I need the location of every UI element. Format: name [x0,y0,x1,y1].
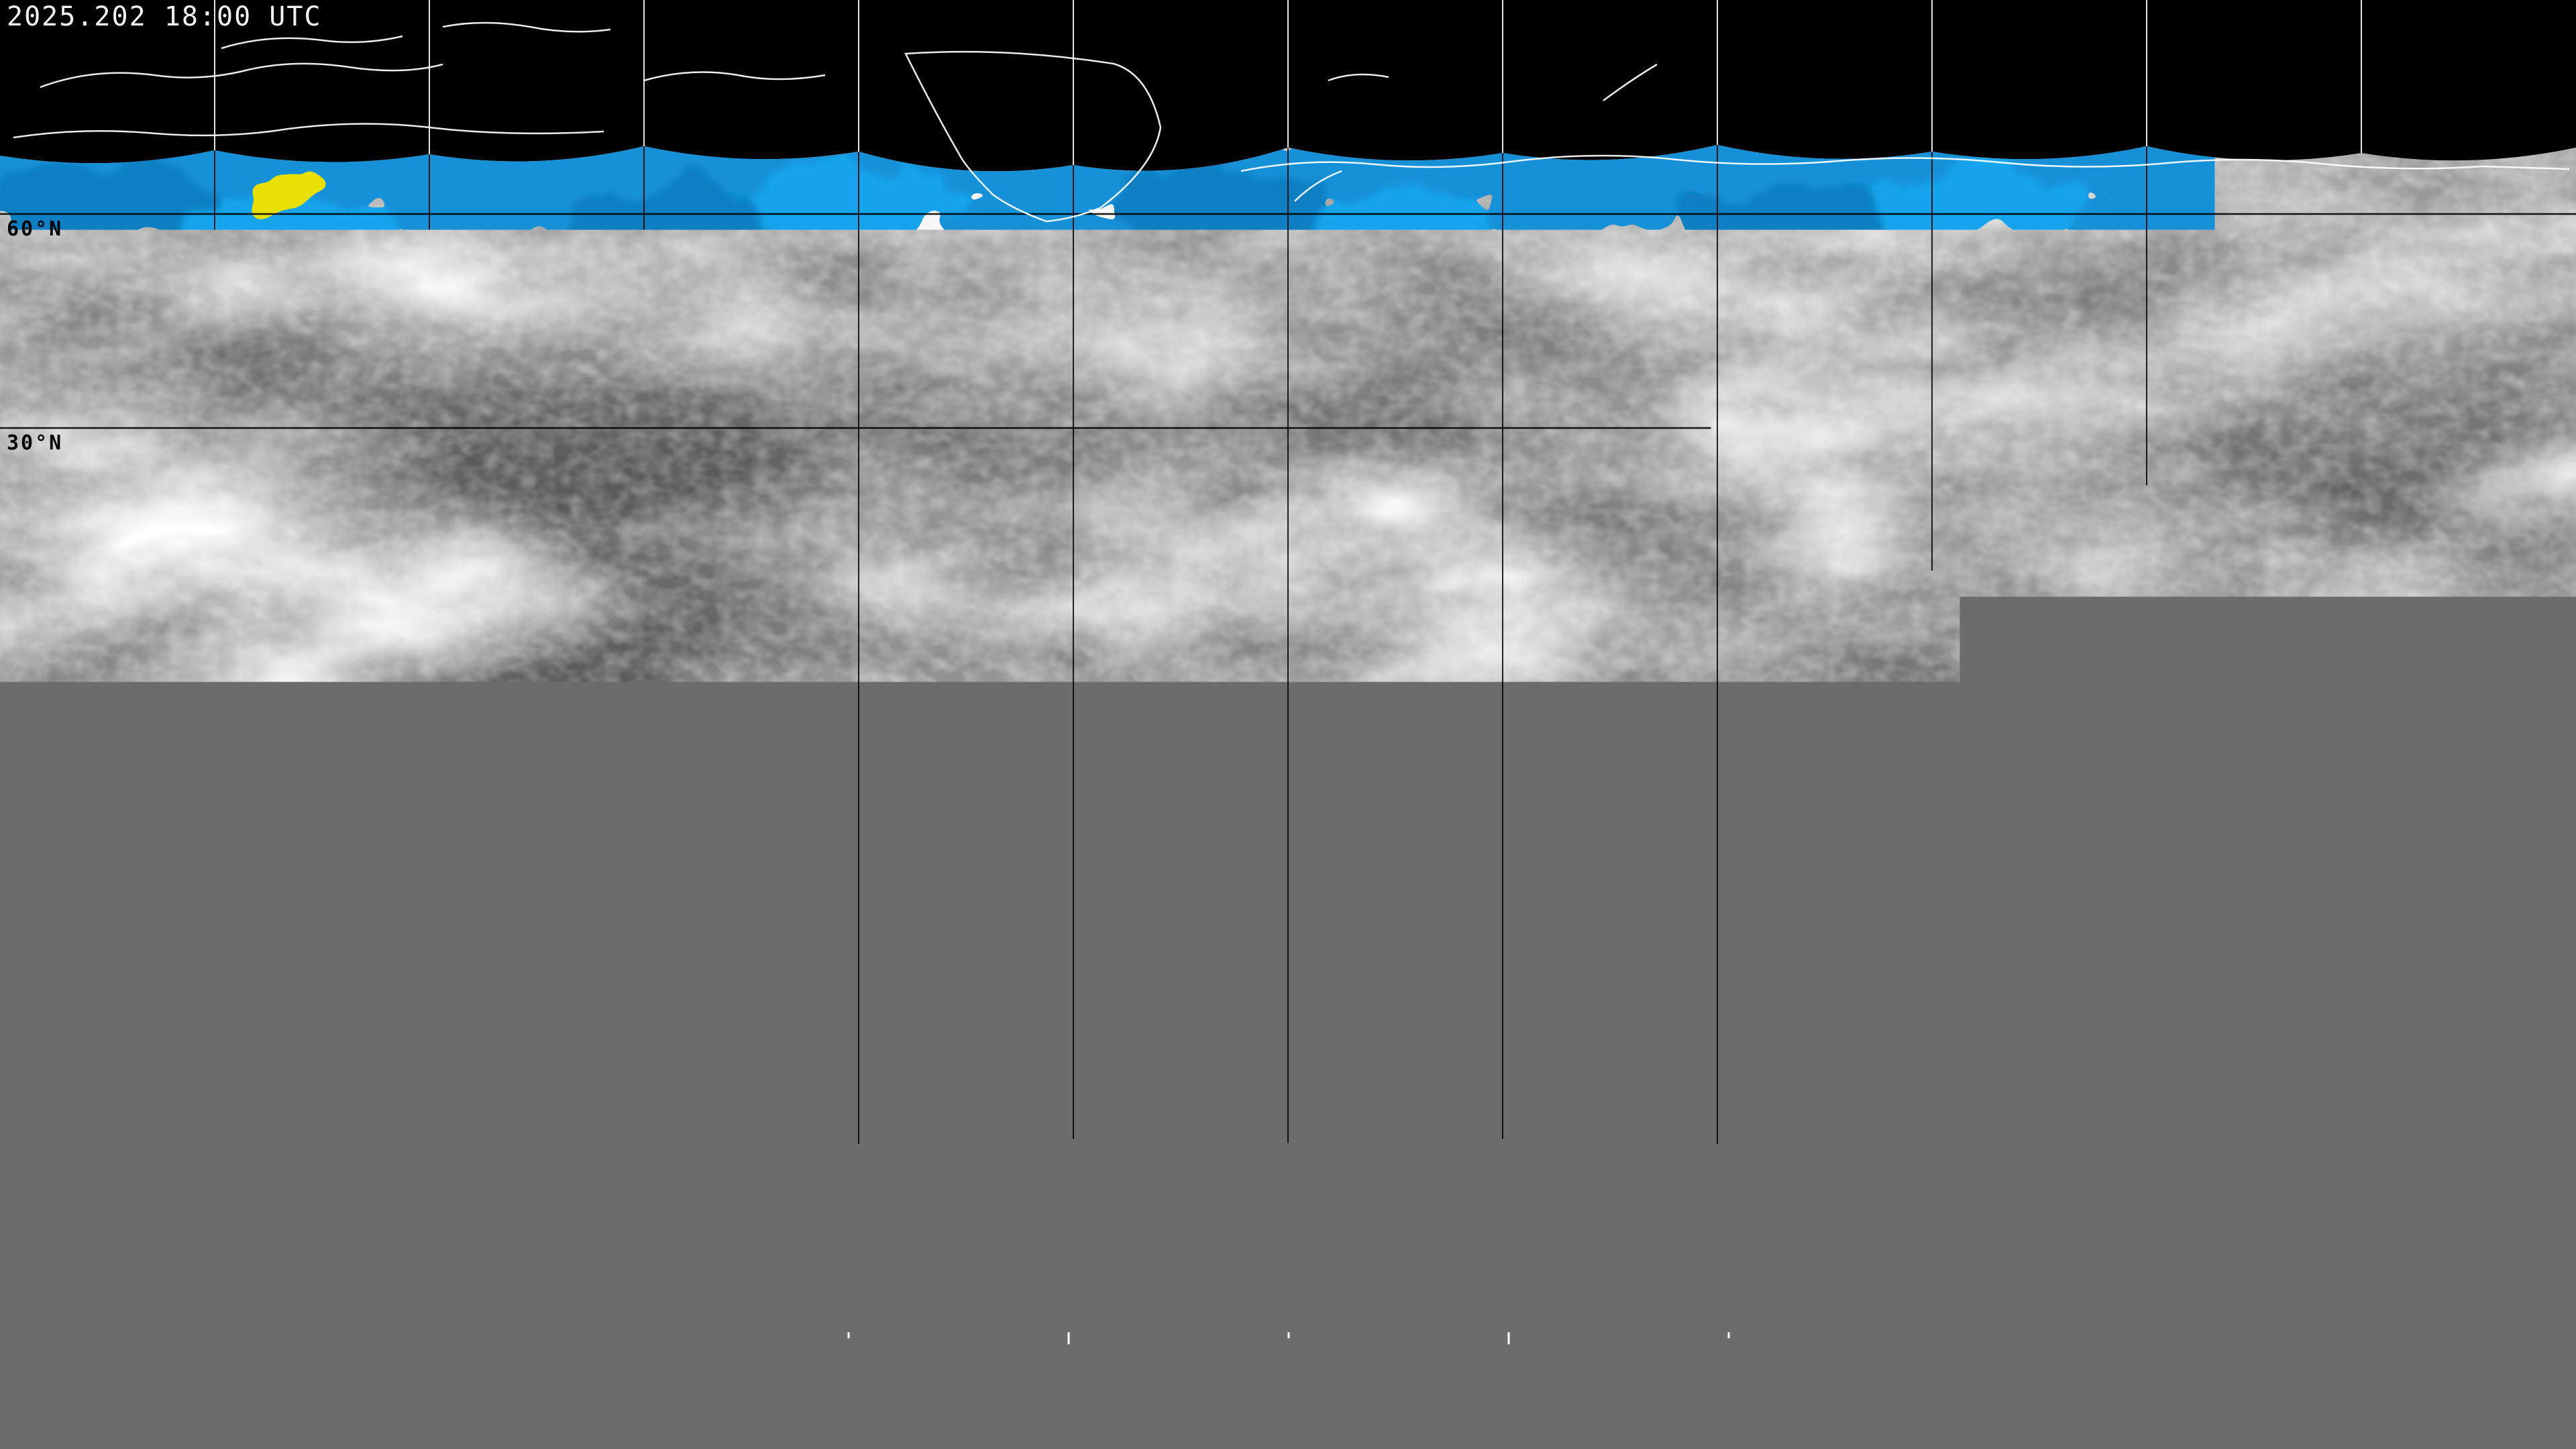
colorbar-tick [1772,1332,1774,1344]
colorbar-ticks [716,1332,1861,1346]
satellite-composite-image: 60°N 30°N 0°N 30°S 60°S 2025.202 18:00 UTC 1… [0,0,2576,1449]
colorbar-tick [1464,1332,1466,1338]
colorbar-tick [1199,1332,1201,1338]
colorbar-tick [804,1332,806,1344]
latitude-label: 60°S [7,1077,63,1100]
colorbar: 180 190 200 210 220 230 240 250 260 270 280 290 300 3… [716,1304,1861,1414]
colorbar-tick-label: 220 [1045,1347,1092,1376]
colorbar-tick [1816,1332,1818,1338]
colorbar-tick [1024,1332,1026,1338]
colorbar-gradient [716,1304,1861,1332]
colorbar-tick-label: 200 [869,1347,916,1376]
colorbar-tick-labels: 180 190 200 210 220 230 240 250 260 270 280 290 300 3… [716,1347,1861,1375]
colorbar-tick [1596,1332,1598,1344]
colorbar-tick-label: 210 [957,1347,1004,1376]
latitude-label: 60°N [7,217,63,241]
colorbar-tick-label: 270 [1485,1347,1532,1376]
colorbar-tick [1112,1332,1114,1338]
colorbar-tick [1684,1332,1686,1344]
colorbar-tick [1288,1332,1290,1338]
colorbar-tick [1067,1332,1069,1344]
colorbar-tick [1508,1332,1510,1344]
colorbar-tick [1728,1332,1730,1338]
colorbar-tick [979,1332,981,1344]
colorbar-tick-label: 310 [1837,1347,1884,1376]
colorbar-tick-label: 290 [1662,1347,1709,1376]
latitude-label: 0°N [7,646,49,669]
colorbar-tick [716,1332,718,1344]
world-map-svg: 60°N 30°N 0°N 30°S 60°S [0,0,2576,1288]
latitude-label: 30°N [7,431,63,455]
colorbar-tick-label: 230 [1133,1347,1180,1376]
colorbar-tick-label: 190 [781,1347,828,1376]
colorbar-tick [1244,1332,1246,1344]
colorbar-tick-label: 250 [1309,1347,1356,1376]
colorbar-tick [892,1332,894,1344]
colorbar-title: Brightness Temperature in 12.0um, Kelvin [716,1383,1861,1414]
colorbar-tick [1156,1332,1158,1344]
colorbar-tick [847,1332,849,1338]
colorbar-tick-label: 260 [1397,1347,1444,1376]
colorbar-tick [1860,1332,1862,1344]
timestamp: 2025.202 18:00 UTC [7,1,321,32]
colorbar-tick-label: 280 [1573,1347,1620,1376]
colorbar-tick-label: 240 [1221,1347,1268,1376]
colorbar-tick [759,1332,761,1338]
colorbar-tick [1552,1332,1554,1338]
colorbar-tick-label: 300 [1750,1347,1796,1376]
colorbar-tick [1640,1332,1642,1338]
colorbar-tick [1419,1332,1421,1344]
world-map: 60°N 30°N 0°N 30°S 60°S [0,0,2576,1288]
colorbar-tick [1376,1332,1378,1338]
latitude-label: 30°S [7,861,63,884]
colorbar-tick [1332,1332,1334,1344]
colorbar-tick [936,1332,938,1338]
colorbar-tick-label: 180 [693,1347,740,1376]
